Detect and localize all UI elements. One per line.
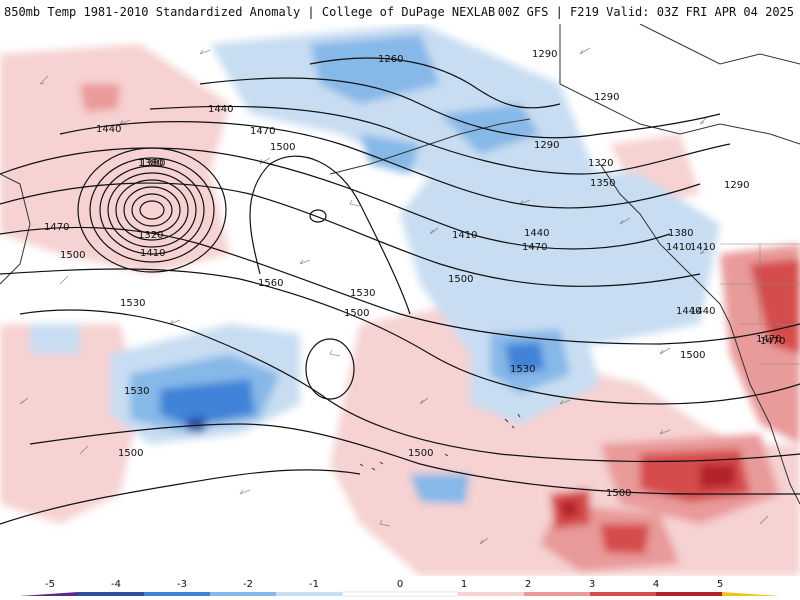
colorbar-swatch-pos4 — [656, 592, 722, 596]
colorbar-tick-labels: -5 -4 -3 -2 -1 0 1 2 3 4 5 — [45, 579, 723, 590]
contour-label: 1410 — [666, 242, 691, 253]
contour-label: 1440 — [690, 306, 715, 317]
contour-label: 1410 — [140, 248, 165, 259]
warm-anomaly-nw — [0, 44, 230, 274]
contour-label: 1440 — [676, 306, 701, 317]
contour-label: 1500 — [408, 448, 433, 459]
canada-coast — [599, 163, 721, 305]
contour-label: 1530 — [350, 288, 375, 299]
warm-anomaly-east-core — [640, 449, 750, 502]
cool-anomaly-central-peak — [505, 342, 545, 374]
contour-label: 1500 — [606, 488, 631, 499]
contour-label: 1500 — [118, 448, 143, 459]
contour-label: 1470 — [760, 336, 785, 347]
cool-anomaly-southwest-dark — [185, 416, 205, 432]
colorbar-tick-label: -3 — [177, 579, 187, 590]
height-contours — [0, 57, 800, 525]
cool-anomaly-east-sea — [400, 164, 720, 354]
colorbar-tick-label: -5 — [45, 579, 55, 590]
contour-label: 1320 — [138, 230, 163, 241]
contour-label: 1500 — [448, 274, 473, 285]
model-run-title: 00Z GFS | F219 Valid: 03Z FRI APR 04 202… — [497, 5, 794, 19]
contour-label: 1290 — [594, 92, 619, 103]
contour-label: 1380 — [668, 228, 693, 239]
colorbar-swatches — [20, 591, 780, 597]
warm-anomaly-coast-core — [750, 259, 800, 354]
contour-label: 1380 — [140, 158, 165, 169]
colorbar-swatch-neg4 — [78, 592, 144, 596]
colorbar-swatch-pos3 — [590, 592, 656, 596]
contour-label: 1440 — [524, 228, 549, 239]
cool-anomaly-north-core — [310, 34, 440, 104]
product-title: 850mb Temp 1981-2010 Standardized Anomal… — [4, 5, 496, 19]
cool-anomaly-alaska-coast — [360, 134, 420, 174]
contour-label: 1530 — [510, 364, 535, 375]
contour-label: 1320 — [588, 158, 613, 169]
colorbar-swatch-pos1 — [458, 592, 524, 596]
anomaly-map: 1260 1290 1290 1290 1290 1320 1350 1380 … — [0, 24, 800, 576]
contour-label: 1260 — [378, 54, 403, 65]
colorbar-swatch-pos2 — [524, 592, 590, 596]
map-header: 850mb Temp 1981-2010 Standardized Anomal… — [0, 0, 800, 24]
west-us-coast — [719, 303, 800, 505]
anomaly-shading — [0, 24, 800, 576]
contour-label: 1380 — [138, 158, 163, 169]
colorbar-swatch-pos6 — [722, 592, 780, 596]
anomaly-colorbar: -5 -4 -3 -2 -1 0 1 2 3 4 5 — [0, 576, 800, 600]
contour-label: 1530 — [120, 298, 145, 309]
contour-label: 1500 — [270, 142, 295, 153]
contour-label: 1470 — [250, 126, 275, 137]
cool-anomaly-alaska — [440, 104, 540, 154]
colorbar-tick-label: 4 — [653, 579, 659, 590]
colorbar-tick-label: 5 — [717, 579, 723, 590]
contour-label: 1410 — [452, 230, 477, 241]
contour-label: 1470 — [522, 242, 547, 253]
state-borders — [720, 243, 800, 365]
contour-label: 1410 — [690, 242, 715, 253]
warm-anomaly-south-peak — [560, 500, 578, 518]
contour-label: 1500 — [680, 350, 705, 361]
contour-labels: 1260 1290 1290 1290 1290 1320 1350 1380 … — [44, 49, 785, 499]
colorbar-swatch-neg2 — [210, 592, 276, 596]
contour-label: 1500 — [60, 250, 85, 261]
colorbar-swatch-zero — [341, 591, 459, 597]
central-islands — [504, 413, 521, 429]
colorbar-tick-label: -1 — [309, 579, 319, 590]
cool-anomaly-north — [210, 24, 600, 194]
colorbar-swatch-neg3 — [144, 592, 210, 596]
warm-anomaly-east-peak — [700, 464, 735, 489]
warm-anomaly-nw-core — [80, 84, 120, 112]
contour-label: 1470 — [756, 334, 781, 345]
siberia-coast — [0, 173, 31, 285]
wind-barbs — [19, 47, 769, 545]
colorbar-tick-label: -4 — [111, 579, 121, 590]
contour-label: 1500 — [344, 308, 369, 319]
colorbar-tick-label: 1 — [461, 579, 467, 590]
contour-label: 1440 — [208, 104, 233, 115]
cool-anomaly-west — [30, 324, 80, 354]
contour-label: 1290 — [532, 49, 557, 60]
contour-label: 1350 — [590, 178, 615, 189]
colorbar-tick-label: 2 — [525, 579, 531, 590]
contour-label: 1560 — [258, 278, 283, 289]
warm-anomaly-southeast — [600, 524, 650, 554]
colorbar-tick-label: 0 — [397, 579, 403, 590]
cool-anomaly-southwest-peak — [160, 379, 255, 426]
contour-label: 1290 — [724, 180, 749, 191]
contour-label: 1470 — [44, 222, 69, 233]
colorbar-tick-label: -2 — [243, 579, 253, 590]
contour-label: 1530 — [124, 386, 149, 397]
contour-label: 1290 — [534, 140, 559, 151]
east-coastline — [639, 24, 800, 65]
colorbar-tick-label: 3 — [589, 579, 595, 590]
colorbar-swatch-neg5 — [20, 592, 78, 596]
hawaii-islands — [359, 453, 449, 471]
warm-anomaly-sw — [0, 324, 140, 524]
cool-anomaly-south — [410, 474, 470, 504]
colorbar-swatch-neg1 — [276, 592, 342, 596]
contour-label: 1440 — [96, 124, 121, 135]
alaska-coastline — [559, 24, 800, 145]
